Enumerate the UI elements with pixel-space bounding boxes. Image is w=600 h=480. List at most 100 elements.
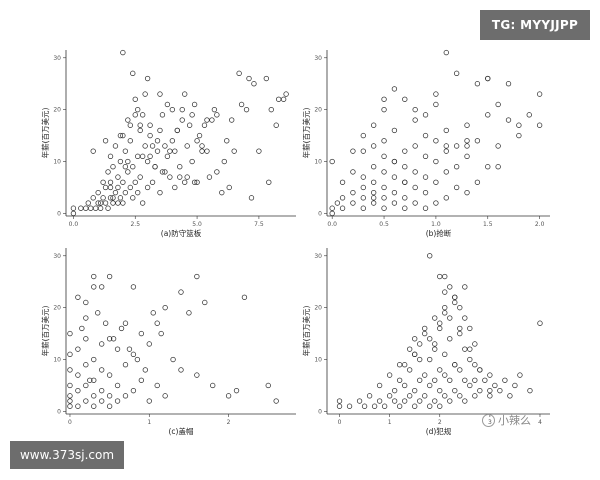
data-point (485, 75, 491, 82)
data-point (268, 106, 274, 113)
data-point (381, 153, 387, 160)
y-tick-label: 30 (53, 55, 61, 62)
data-point (487, 387, 493, 394)
data-point (265, 382, 271, 389)
data-point (412, 184, 418, 191)
data-point (144, 158, 151, 165)
data-point (114, 382, 121, 389)
data-point (99, 398, 105, 404)
data-point (462, 284, 468, 290)
data-point (467, 356, 473, 363)
data-point (516, 122, 522, 128)
data-point (437, 387, 443, 394)
data-point (477, 387, 483, 394)
y-tick-label: 30 (314, 55, 322, 62)
data-point (474, 138, 481, 144)
data-point (417, 377, 423, 383)
data-point (194, 179, 200, 185)
data-point (75, 372, 81, 378)
data-point (178, 367, 184, 373)
data-point (427, 356, 433, 363)
data-point (100, 179, 106, 185)
data-point (199, 148, 205, 154)
data-point (196, 132, 203, 139)
data-point (67, 403, 73, 409)
data-point (457, 393, 463, 399)
data-point (361, 403, 368, 409)
data-point (412, 403, 418, 409)
data-point (70, 210, 77, 217)
data-point (126, 346, 133, 352)
data-point (417, 398, 423, 404)
data-point (350, 169, 356, 175)
data-point (115, 200, 121, 206)
data-point (91, 393, 97, 399)
x-tick-label: 0.0 (69, 221, 79, 228)
data-point (376, 382, 383, 389)
data-point (381, 184, 387, 191)
data-point (158, 330, 164, 337)
data-point (381, 403, 388, 409)
data-point (526, 112, 532, 118)
data-point (162, 143, 168, 149)
x-tick-label: 2.5 (130, 221, 140, 228)
data-point (391, 158, 398, 165)
data-point (122, 362, 129, 368)
data-point (157, 91, 163, 97)
data-point (88, 205, 94, 211)
data-point (391, 200, 398, 206)
data-point (122, 189, 129, 196)
data-point (447, 377, 453, 383)
data-point (106, 372, 113, 378)
y-tick-label: 0 (57, 408, 61, 415)
data-point (209, 117, 215, 123)
data-point (102, 200, 109, 206)
data-point (467, 382, 473, 389)
data-point (90, 195, 96, 201)
data-point (443, 127, 449, 134)
data-point (93, 205, 99, 211)
data-point (110, 164, 116, 170)
data-point (177, 174, 183, 180)
data-point (452, 299, 458, 306)
data-point (221, 158, 227, 165)
data-point (350, 148, 356, 154)
data-point (370, 143, 377, 149)
data-point (433, 200, 439, 206)
data-point (122, 148, 129, 154)
data-point (130, 351, 137, 358)
data-point (115, 184, 121, 191)
data-point (125, 158, 131, 165)
data-point (75, 403, 81, 409)
data-point (147, 132, 153, 139)
y-tick-label: 0 (57, 210, 61, 217)
data-point (152, 164, 158, 170)
data-point (443, 148, 449, 154)
data-point (497, 387, 503, 394)
data-point (99, 284, 105, 290)
data-point (402, 164, 408, 170)
data-point (144, 184, 151, 191)
data-point (366, 393, 373, 399)
data-point (462, 315, 468, 321)
data-point (102, 184, 109, 191)
data-point (433, 138, 439, 144)
data-point (164, 153, 171, 160)
data-point (412, 351, 418, 358)
data-point (248, 195, 255, 201)
data-point (162, 169, 168, 175)
data-point (236, 70, 242, 77)
y-tick-label: 30 (53, 253, 61, 260)
data-point (442, 289, 448, 295)
data-point (360, 148, 366, 154)
data-point (110, 195, 116, 201)
y-axis-title: 年薪(百万美元) (301, 108, 311, 159)
data-point (462, 398, 468, 404)
data-point (276, 96, 282, 102)
data-point (432, 346, 438, 352)
data-point (170, 356, 176, 363)
data-point (427, 403, 433, 409)
y-axis-title: 年薪(百万美元) (40, 108, 50, 159)
data-point (91, 284, 97, 290)
data-point (194, 138, 200, 144)
